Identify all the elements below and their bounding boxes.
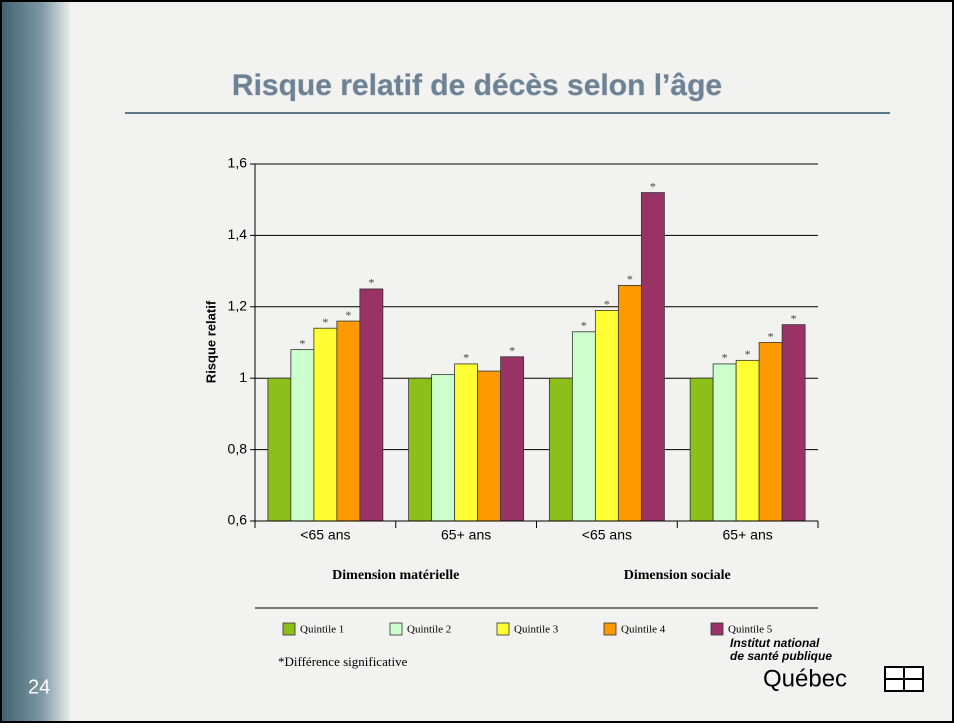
- y-axis-label: Risque relatif: [203, 300, 218, 383]
- logo-quebec: Québec: [763, 665, 847, 692]
- bar: [548, 377, 573, 522]
- slide-number: 24: [28, 676, 50, 698]
- legend-swatch: [282, 622, 296, 636]
- value-label: *: [604, 297, 610, 311]
- bar: [431, 374, 456, 522]
- y-tick-label: 0,8: [228, 440, 248, 456]
- y-tick-label: 1,2: [228, 298, 248, 314]
- bar: [758, 342, 783, 522]
- x-tick-label: 65+ ans: [441, 527, 491, 543]
- value-label: *: [627, 272, 633, 286]
- logo-flag: [884, 666, 924, 692]
- value-label: *: [368, 276, 374, 290]
- legend-label: Quintile 3: [514, 624, 559, 636]
- value-label: *: [299, 336, 305, 350]
- logo-line: de santé publique: [730, 649, 832, 663]
- legend-label: Quintile 5: [728, 624, 773, 636]
- bar: [500, 356, 525, 522]
- y-tick-label: 0,6: [228, 512, 248, 528]
- bar: [290, 349, 315, 522]
- bar: [336, 320, 361, 522]
- legend-label: Quintile 1: [300, 624, 344, 636]
- footnote: *Différence significative: [278, 654, 408, 669]
- bar: [689, 377, 714, 522]
- value-label: *: [745, 347, 751, 361]
- value-label: *: [722, 351, 728, 365]
- y-tick-label: 1,4: [228, 226, 248, 242]
- legend-swatch: [496, 622, 510, 636]
- value-label: *: [463, 351, 469, 365]
- legend-swatch: [710, 622, 724, 636]
- bar: [735, 359, 760, 522]
- legend-swatch: [603, 622, 617, 636]
- group-label: Dimension sociale: [624, 568, 731, 583]
- left-strip: [0, 0, 70, 723]
- x-tick-label: <65 ans: [300, 527, 350, 543]
- value-label: *: [768, 329, 774, 343]
- x-tick-label: <65 ans: [582, 527, 632, 543]
- legend-label: Quintile 4: [621, 624, 666, 636]
- logo-line: Institut national: [730, 636, 820, 650]
- bar: [571, 331, 596, 522]
- legend-label: Quintile 2: [407, 624, 451, 636]
- value-label: *: [650, 179, 656, 193]
- value-label: *: [581, 319, 587, 333]
- bar: [594, 309, 619, 522]
- bar: [408, 377, 433, 522]
- bar: [712, 363, 737, 522]
- bar: [617, 284, 642, 522]
- value-label: *: [345, 308, 351, 322]
- bar: [477, 370, 502, 522]
- slide-title: Risque relatif de décès selon l’âge: [232, 69, 722, 102]
- y-tick-label: 1,6: [228, 155, 248, 171]
- value-label: *: [791, 311, 797, 325]
- bar: [267, 377, 292, 522]
- bar: [640, 192, 665, 522]
- legend-swatch: [389, 622, 403, 636]
- bar: [781, 324, 806, 522]
- value-label: *: [322, 315, 328, 329]
- bar: [454, 363, 479, 522]
- bar: [359, 288, 384, 522]
- bar: [313, 327, 338, 522]
- group-label: Dimension matérielle: [332, 568, 459, 583]
- y-tick-label: 1: [239, 369, 247, 385]
- x-tick-label: 65+ ans: [723, 527, 773, 543]
- value-label: *: [509, 344, 515, 358]
